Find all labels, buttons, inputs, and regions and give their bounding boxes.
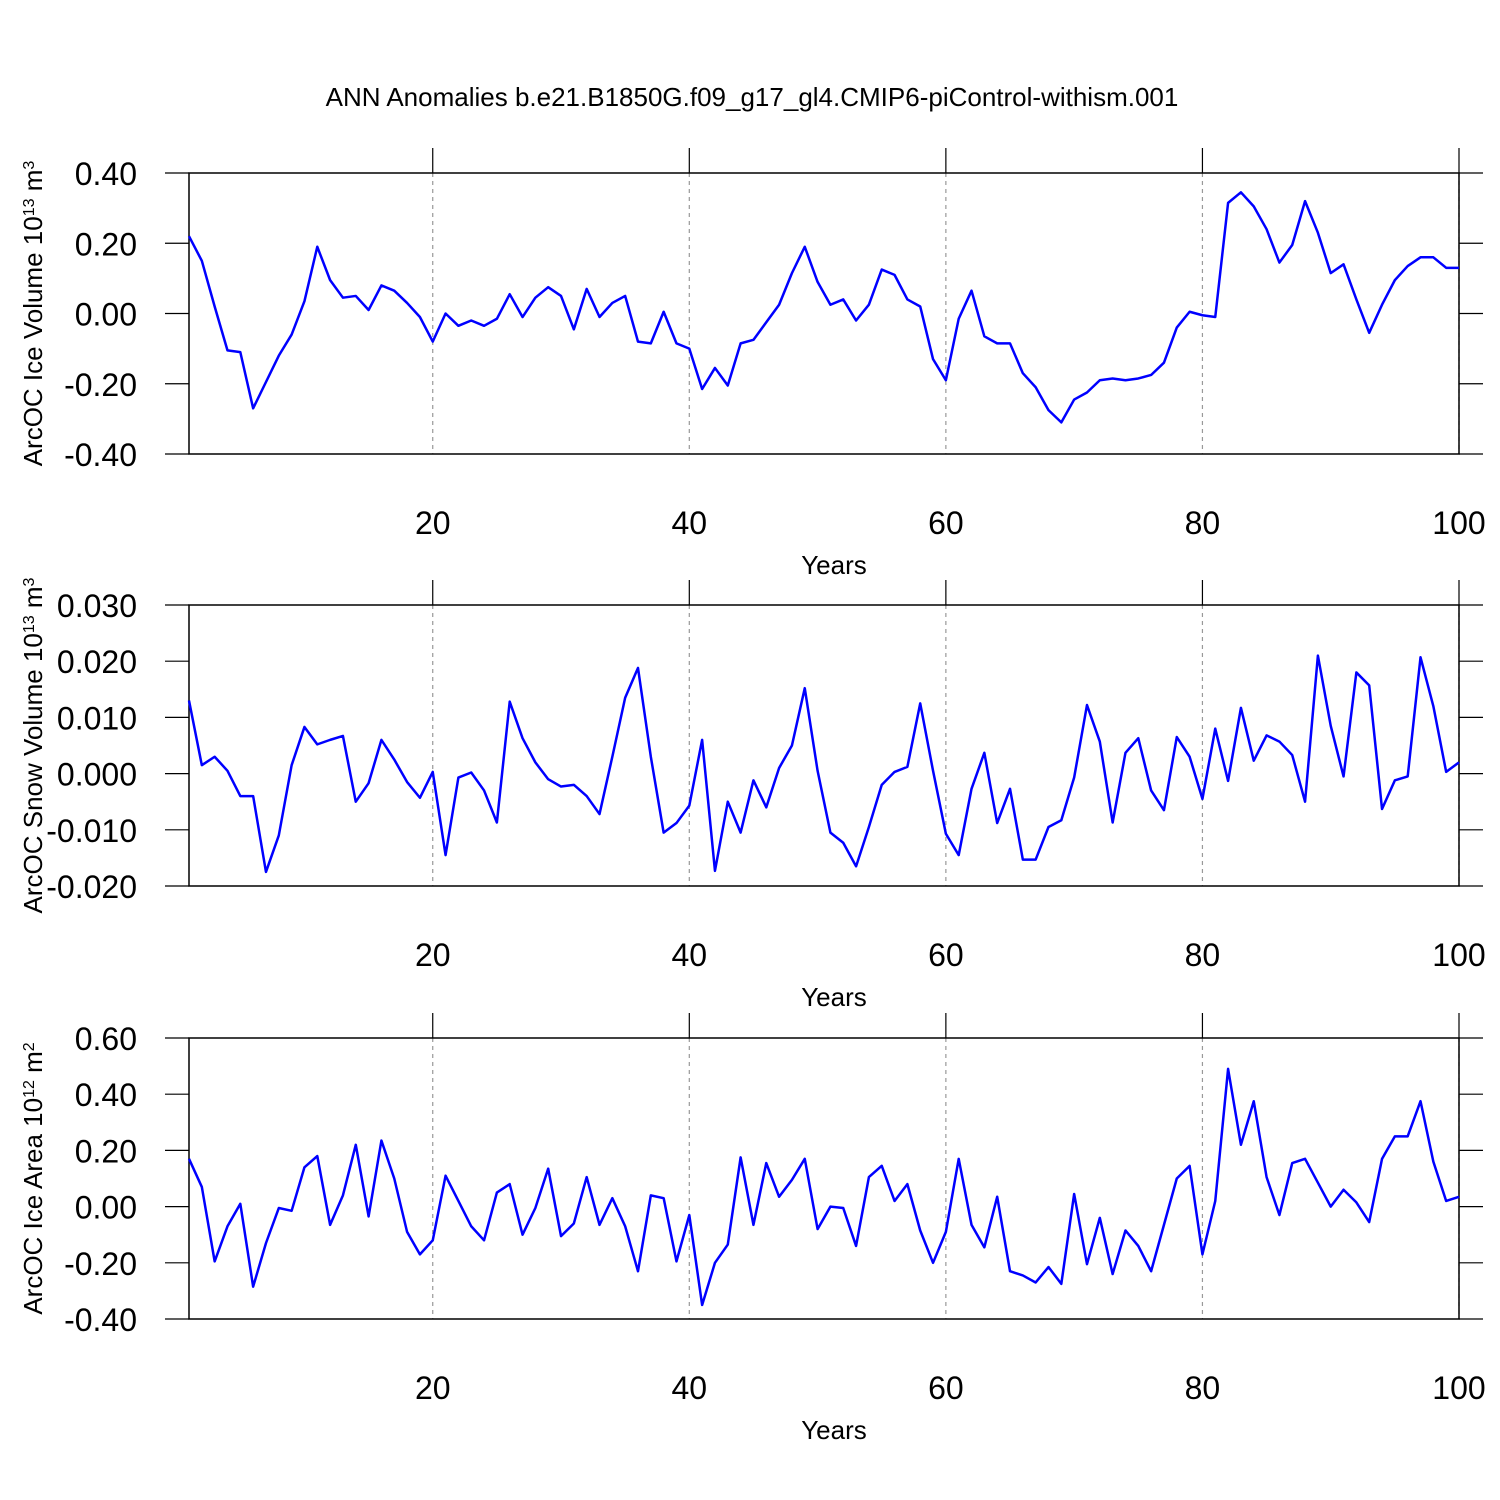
y-tick-label: -0.40: [64, 1302, 137, 1338]
x-axis-label: Years: [801, 550, 867, 580]
y-tick-label: -0.010: [46, 813, 137, 849]
x-axis-label: Years: [801, 1415, 867, 1445]
x-tick-label: 40: [672, 1370, 708, 1406]
x-tick-label: 20: [415, 505, 451, 541]
y-tick-label: 0.010: [57, 700, 137, 736]
plot-frame: [188, 1037, 1460, 1320]
x-axis-label: Years: [801, 982, 867, 1012]
x-tick-label: 100: [1432, 937, 1485, 973]
y-axis-label-part: 12: [21, 1080, 38, 1098]
data-line: [187, 654, 1460, 874]
x-tick-label: 60: [928, 1370, 964, 1406]
y-axis-label-part: 13: [21, 198, 38, 216]
y-tick-label: -0.40: [64, 437, 137, 473]
y-tick-label: 0.020: [57, 644, 137, 680]
y-tick-label: 0.20: [75, 226, 137, 262]
y-axis-label-part: ArcOC Ice Volume 10: [18, 216, 48, 466]
x-tick-label: 40: [672, 505, 708, 541]
x-tick-label: 20: [415, 937, 451, 973]
plot-frame: [188, 604, 1460, 887]
y-tick-label: 0.00: [75, 1190, 137, 1226]
y-tick-label: 0.20: [75, 1133, 137, 1169]
y-axis-label-part: m: [18, 586, 48, 615]
y-axis-label: ArcOC Ice Area 1012 m2: [18, 1042, 48, 1314]
y-tick-label: -0.20: [64, 367, 137, 403]
y-axis-label: ArcOC Ice Volume 1013 m3: [18, 161, 48, 467]
y-axis-label-part: 3: [21, 577, 38, 586]
y-tick-label: -0.20: [64, 1246, 137, 1282]
y-tick-label: 0.000: [57, 757, 137, 793]
y-tick-label: 0.030: [57, 588, 137, 624]
x-tick-label: 80: [1185, 937, 1221, 973]
x-tick-label: 80: [1185, 505, 1221, 541]
y-tick-label: 0.00: [75, 297, 137, 333]
y-axis-label-part: m: [18, 1051, 48, 1080]
data-line: [187, 191, 1459, 424]
y-axis-label-part: 3: [21, 161, 38, 170]
x-tick-label: 100: [1432, 1370, 1485, 1406]
y-axis-label-part: 13: [21, 615, 38, 633]
data-line: [187, 1067, 1460, 1307]
y-axis-label-part: m: [18, 170, 48, 199]
x-tick-label: 80: [1185, 1370, 1221, 1406]
y-axis-label-part: ArcOC Ice Area 10: [18, 1098, 48, 1315]
x-tick-label: 20: [415, 1370, 451, 1406]
y-axis-label: ArcOC Snow Volume 1013 m3: [18, 577, 48, 913]
y-axis-label-part: 2: [21, 1042, 38, 1051]
y-tick-label: 0.40: [75, 1077, 137, 1113]
y-axis-label-part: ArcOC Snow Volume 10: [18, 633, 48, 913]
y-tick-label: 0.40: [75, 156, 137, 192]
x-tick-label: 100: [1432, 505, 1485, 541]
x-tick-label: 60: [928, 505, 964, 541]
y-tick-label: 0.60: [75, 1021, 137, 1057]
figure-title: ANN Anomalies b.e21.B1850G.f09_g17_gl4.C…: [326, 82, 1179, 112]
plot-frame: [188, 172, 1460, 455]
y-tick-label: -0.020: [46, 869, 137, 905]
x-tick-label: 60: [928, 937, 964, 973]
x-tick-label: 40: [672, 937, 708, 973]
